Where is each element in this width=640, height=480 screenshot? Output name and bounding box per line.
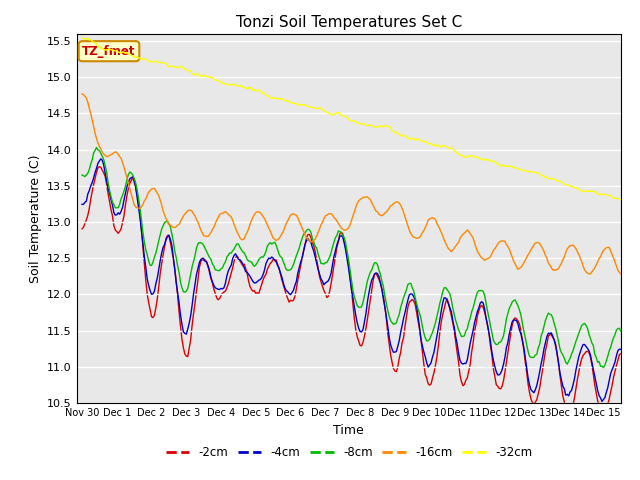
Text: TZ_fmet: TZ_fmet (82, 45, 136, 58)
Legend: -2cm, -4cm, -8cm, -16cm, -32cm: -2cm, -4cm, -8cm, -16cm, -32cm (161, 442, 537, 464)
Title: Tonzi Soil Temperatures Set C: Tonzi Soil Temperatures Set C (236, 15, 462, 30)
Y-axis label: Soil Temperature (C): Soil Temperature (C) (29, 154, 42, 283)
X-axis label: Time: Time (333, 424, 364, 437)
